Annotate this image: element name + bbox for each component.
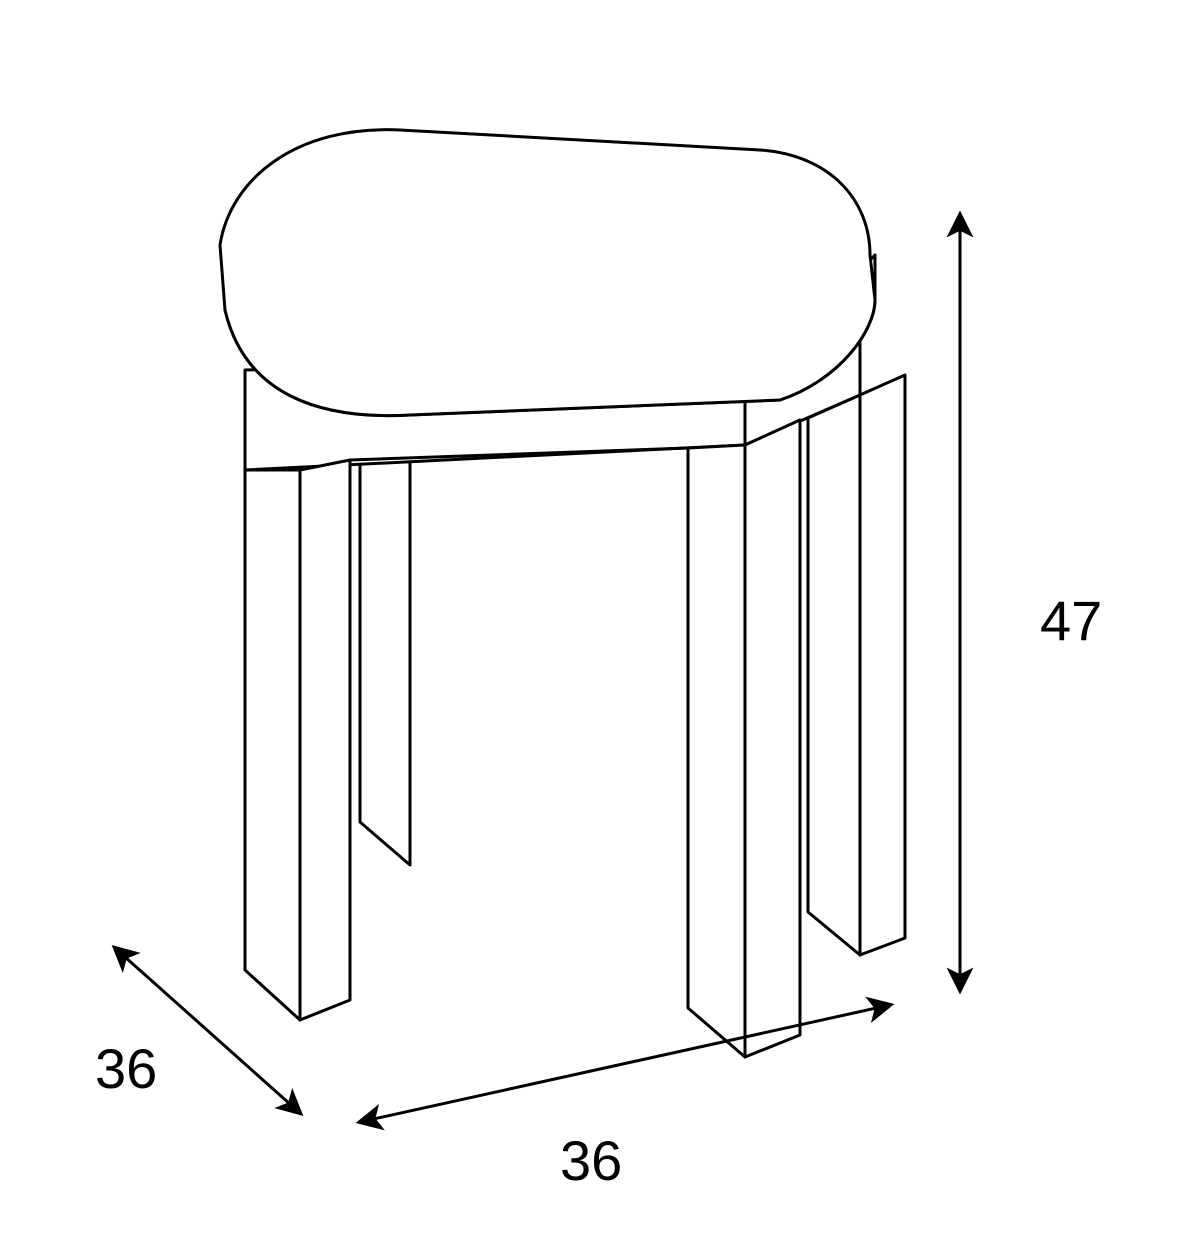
dimension-label-width: 36 xyxy=(560,1129,622,1192)
leg-front-right-front xyxy=(688,445,745,1057)
leg-front-left-side xyxy=(300,460,350,1020)
dimension-label-height: 47 xyxy=(1040,589,1102,652)
seat-top xyxy=(220,130,875,416)
stool-dimension-diagram: 36 36 47 xyxy=(0,0,1200,1243)
dimension-label-depth: 36 xyxy=(95,1037,157,1100)
stool-drawing xyxy=(220,130,905,1057)
dimension-arrow-width xyxy=(360,1005,890,1122)
leg-back-right-front xyxy=(808,395,860,955)
leg-front-left-front xyxy=(245,470,300,1020)
leg-back-left xyxy=(360,455,410,865)
leg-back-right-side xyxy=(860,375,905,955)
leg-front-right-side xyxy=(745,420,800,1057)
